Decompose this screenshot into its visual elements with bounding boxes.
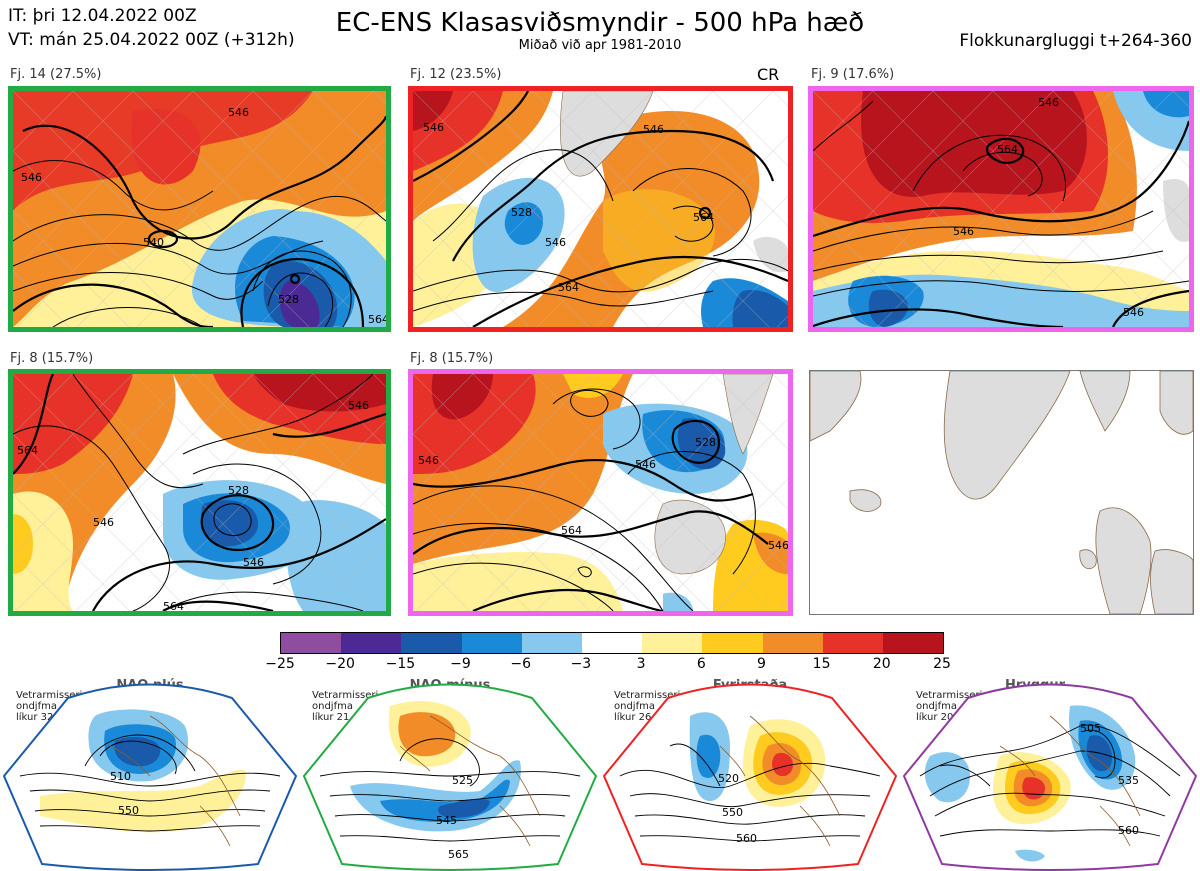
svg-text:550: 550 [722,806,743,819]
panel-5-label: Fj. 8 (15.7%) [410,351,494,366]
colorbar-tick: −3 [570,656,592,672]
svg-text:535: 535 [1118,774,1139,787]
colorbar-tick: 15 [812,656,831,672]
colorbar-bin [642,633,703,653]
svg-text:564: 564 [561,524,582,537]
svg-text:528: 528 [278,293,299,306]
svg-text:510: 510 [110,770,131,783]
colorbar-tick: −6 [510,656,531,672]
panel-3-map[interactable]: 546 564 546 546 [808,86,1194,332]
svg-text:505: 505 [1080,722,1101,735]
initial-time: IT: þri 12.04.2022 00Z [8,6,197,26]
colorbar-tick: 25 [933,656,951,672]
colorbar-tick: −15 [385,656,416,672]
empty-basemap [809,370,1194,615]
panel-3-label: Fj. 9 (17.6%) [811,67,895,82]
header-info: IT: þri 12.04.2022 00Z VT: mán 25.04.202… [8,4,295,52]
panel-4-label: Fj. 8 (15.7%) [10,351,94,366]
svg-text:550: 550 [118,804,139,817]
regime-probability: Vetrarmisseri ondjfma líkur 32,3% [16,690,83,723]
colorbar-bin [461,633,522,653]
colorbar-tick: 20 [872,656,891,672]
panel-1-label: Fj. 14 (27.5%) [10,67,102,82]
regime-probability: Vetrarmisseri ondjfma líkur 26,1% [614,690,681,723]
colorbar-tick: −9 [450,656,471,672]
panel-4-map[interactable]: 528 546 546 564 546 564 [8,369,391,616]
colorbar [280,632,944,654]
svg-text:564: 564 [163,600,184,611]
panel-2-map[interactable]: 546 528 546 564 564 546 [408,86,793,332]
svg-text:528: 528 [695,436,716,449]
svg-text:546: 546 [1123,306,1144,319]
colorbar-tick: 9 [757,656,766,672]
svg-text:564: 564 [558,281,579,294]
colorbar-bin [401,633,462,653]
svg-text:546: 546 [423,121,444,134]
classification-window: Flokkunargluggi t+264-360 [959,31,1192,51]
colorbar-bin [281,633,342,653]
colorbar-tick: −20 [325,656,355,672]
svg-text:546: 546 [418,454,439,467]
svg-text:546: 546 [243,556,264,569]
svg-text:528: 528 [228,484,249,497]
panel-2-tag: CR [757,65,780,84]
svg-text:520: 520 [718,772,739,785]
svg-text:564: 564 [368,313,386,326]
svg-text:540: 540 [143,236,164,249]
page-title: EC-ENS Klasasviðsmyndir - 500 hPa hæð [335,8,865,38]
panel-5-map[interactable]: 546 528 546 564 546 [408,369,793,616]
colorbar-tick: 3 [636,656,646,672]
svg-text:528: 528 [511,206,532,219]
colorbar-bin [702,633,763,653]
svg-text:560: 560 [1118,824,1139,837]
colorbar-tick: 6 [696,656,706,672]
panel-2-label: Fj. 12 (23.5%) [410,67,502,82]
svg-text:546: 546 [953,225,974,238]
valid-time: VT: mán 25.04.2022 00Z (+312h) [8,30,295,50]
colorbar-bin [581,633,643,653]
svg-text:560: 560 [736,832,757,845]
svg-text:564: 564 [693,211,714,224]
svg-text:546: 546 [348,399,369,412]
colorbar-bin [822,633,883,653]
colorbar-bin [521,633,582,653]
svg-text:546: 546 [635,458,656,471]
svg-text:546: 546 [1038,96,1059,109]
svg-text:546: 546 [228,106,249,119]
colorbar-ticks: −25 −20 −15 −9 −6 −3 3 6 9 15 20 25 [265,656,951,674]
svg-text:546: 546 [21,171,42,184]
colorbar-bin [882,633,944,653]
svg-text:565: 565 [448,848,469,861]
regime-probability: Vetrarmisseri ondjfma líkur 20,2% [916,690,983,723]
regime-probability: Vetrarmisseri ondjfma líkur 21,4% [312,690,379,723]
svg-text:545: 545 [436,814,457,827]
colorbar-bin [762,633,823,653]
colorbar-bin [341,633,402,653]
page-subtitle: Miðað við apr 1981-2010 [518,38,682,53]
svg-text:564: 564 [997,143,1018,156]
svg-text:546: 546 [93,516,114,529]
svg-text:546: 546 [643,123,664,136]
svg-text:564: 564 [17,444,38,457]
svg-text:546: 546 [545,236,566,249]
svg-text:546: 546 [768,539,788,552]
colorbar-tick: −25 [265,656,295,672]
panel-1-map[interactable]: 546 546 540 528 564 [8,86,391,332]
svg-text:525: 525 [452,774,473,787]
